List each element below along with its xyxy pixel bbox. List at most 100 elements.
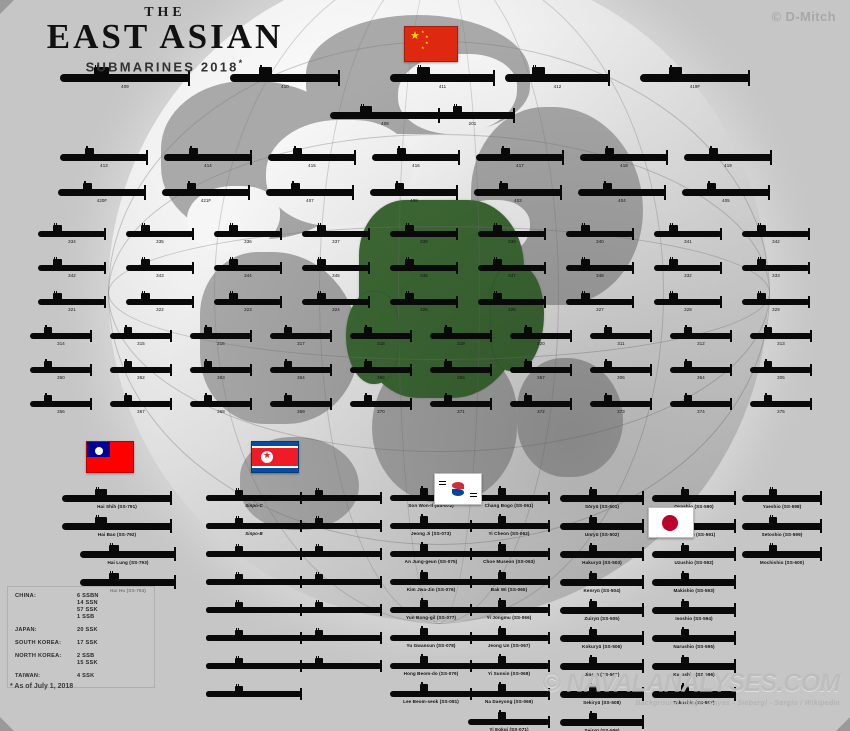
submarine-mast [606, 392, 608, 396]
submarine-label: 366 [457, 375, 465, 380]
submarine-sail [603, 395, 612, 401]
submarine-sail [497, 516, 506, 523]
submarine-rudder [380, 659, 383, 672]
submarine-mast [498, 514, 500, 517]
submarine-label: Yi Jongmu (SS-066) [486, 615, 532, 620]
submarine-rudder [808, 295, 811, 309]
submarine-mast [229, 222, 231, 226]
submarine-mast [493, 222, 495, 226]
submarine-china-ssk-r6-2 [110, 392, 173, 411]
submarine-japan-soryu-9 [560, 711, 645, 730]
submarine-mast [261, 65, 263, 68]
submarine-sail [419, 600, 428, 607]
submarine-hull [590, 401, 652, 407]
legend-value-china-ssbn: 6 SSBN [77, 593, 99, 599]
submarine-mast [498, 626, 500, 629]
submarine-sail [363, 327, 372, 333]
submarine-mast [683, 487, 685, 490]
submarine-mast [669, 222, 671, 226]
submarine-sail [683, 395, 692, 401]
submarine-sail [452, 106, 463, 112]
submarine-label: 319 [457, 341, 465, 346]
submarine-mast [446, 392, 448, 396]
submarine-mast [319, 290, 321, 294]
submarine-sail [492, 293, 502, 299]
submarine-china-ssk-r3-5 [390, 290, 459, 309]
submarine-mast [204, 358, 206, 362]
submarine-hull [474, 189, 562, 196]
submarine-label: Bak Wi (SS-065) [490, 587, 528, 592]
submarine-mast [96, 487, 97, 490]
submarine-mast [500, 710, 502, 713]
submarine-label: Uzushio (SS-592) [674, 559, 714, 565]
submarine-hull [742, 551, 822, 558]
submarine-china-ssn-c1 [58, 180, 147, 200]
submarine-sail [203, 395, 212, 401]
submarine-sail [498, 183, 509, 189]
submarine-label: 315 [137, 341, 145, 346]
submarine-mast [364, 358, 366, 362]
submarine-mast [235, 572, 237, 575]
submarine-hull [302, 265, 370, 271]
submarine-mast [87, 145, 89, 149]
submarine-hull [560, 579, 644, 586]
submarine-rudder [770, 150, 773, 165]
submarine-label: 366 [57, 409, 65, 414]
submarine-sail [316, 225, 326, 231]
submarine-rudder [548, 519, 551, 533]
submarine-rudder [748, 69, 751, 87]
submarine-mast [604, 324, 606, 328]
submarine-rudder [90, 329, 93, 343]
submarine-mast [772, 487, 773, 490]
submarine-japan-oyashio-late-1 [742, 487, 823, 506]
submarine-sail [443, 361, 452, 367]
submarine-hull [580, 154, 668, 161]
submarine-china-ssn-c7 [682, 180, 771, 200]
submarine-sail [680, 601, 689, 607]
submarine-hull [390, 635, 472, 641]
submarine-mast [772, 515, 773, 518]
submarine-mast [500, 542, 502, 545]
submarine-mast [317, 656, 319, 659]
submarine-label: 201 [468, 121, 477, 126]
submarine-mast [500, 486, 502, 489]
submarine-sail [588, 573, 597, 579]
submarine-mast [315, 572, 317, 575]
submarine-hull [286, 635, 382, 641]
submarine-mast [591, 571, 593, 574]
submarine-mast [235, 684, 237, 687]
submarine-hull [110, 333, 172, 339]
submarine-mast [293, 180, 295, 184]
submarine-mast [422, 486, 424, 489]
submarine-sail [604, 148, 615, 154]
flag-north-korea: ★ [251, 441, 299, 473]
submarine-rudder [338, 69, 341, 87]
submarine-hull [370, 189, 458, 196]
submarine-rudder [562, 150, 565, 165]
submarine-mast [204, 324, 206, 328]
submarine-label: Chang Bogo (SS-061) [484, 503, 534, 508]
submarine-hull [230, 74, 340, 82]
submarine-sail [580, 259, 590, 265]
submarine-china-ssk-r1-1 [38, 222, 107, 241]
submarine-hull [60, 74, 190, 82]
submarine-mast [237, 684, 239, 687]
submarine-rudder [768, 185, 771, 200]
submarine-mast [604, 392, 606, 396]
submarine-north-korea-right-1 [286, 488, 383, 504]
submarine-hull [286, 551, 382, 557]
submarine-mast [317, 544, 319, 547]
submarine-mast [46, 392, 48, 396]
submarine-mast [405, 290, 407, 294]
submarine-mast [237, 656, 239, 659]
submarine-hull [390, 231, 458, 237]
submarine-hull [62, 495, 172, 502]
submarine-mast [498, 570, 500, 573]
submarine-china-ssk-r5-4 [270, 358, 333, 377]
submarine-mast [681, 487, 683, 490]
submarine-china-ssk-r5-1 [30, 358, 93, 377]
submarine-sail [228, 225, 238, 231]
submarine-mast [591, 711, 593, 714]
submarine-mast [109, 543, 111, 546]
